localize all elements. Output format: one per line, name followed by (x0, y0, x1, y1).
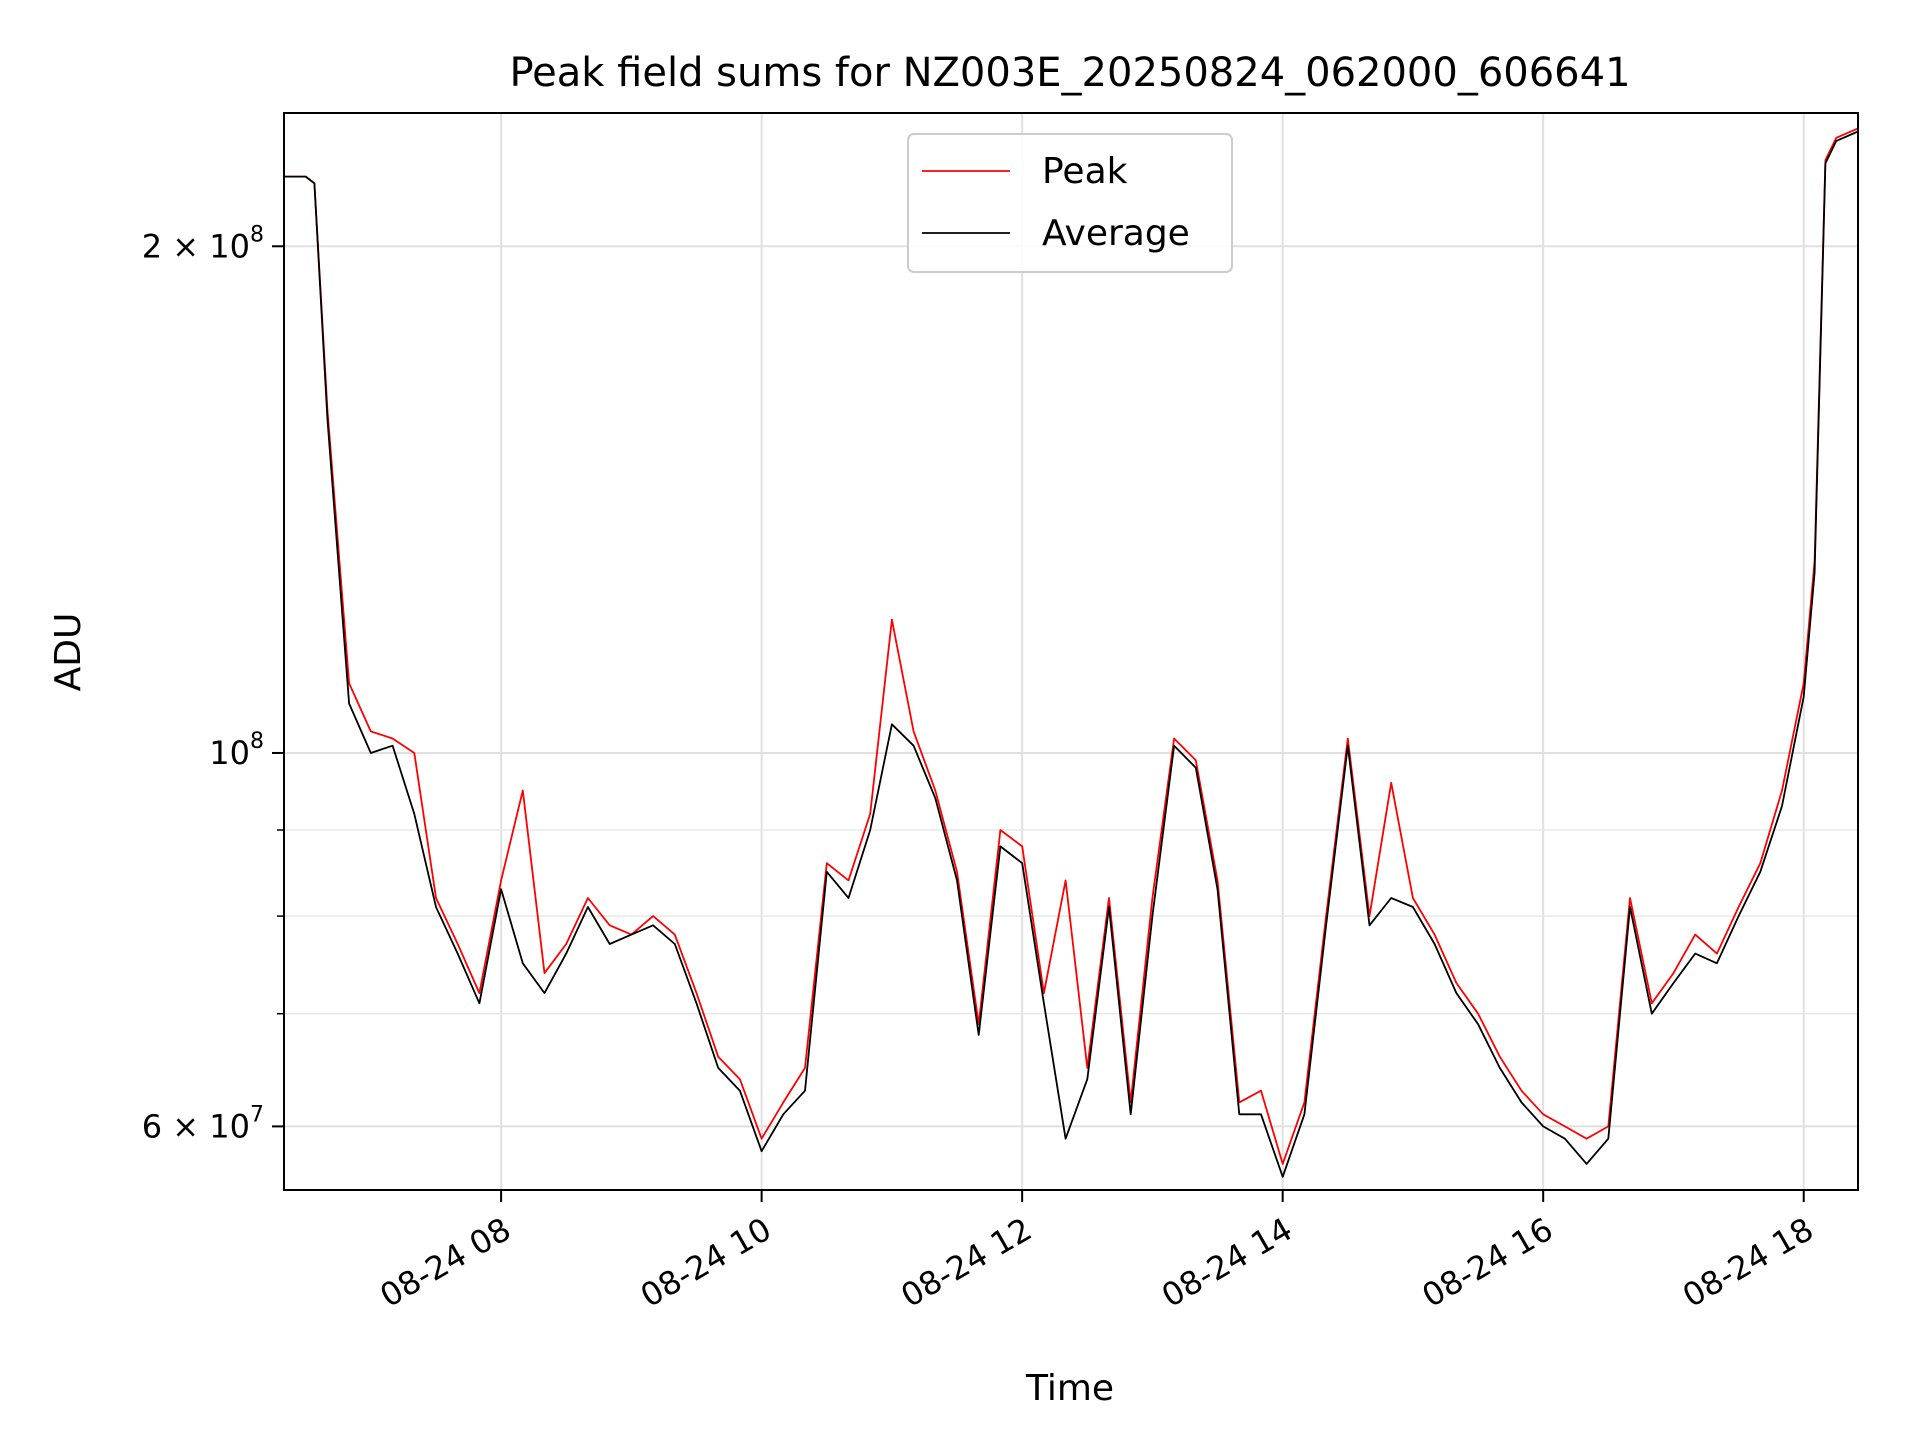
y-tick-label: 6 × 107 (142, 1102, 264, 1145)
x-tick-label: 08-24 12 (895, 1210, 1039, 1315)
x-axis-label: Time (1025, 1368, 1114, 1409)
series-peak (284, 127, 1859, 1165)
y-tick-label: 2 × 108 (142, 222, 264, 265)
x-tick-label: 08-24 10 (634, 1210, 778, 1315)
y-tick-exponent: 8 (250, 222, 264, 247)
x-tick-label: 08-24 08 (374, 1210, 518, 1315)
series-layer (284, 127, 1859, 1178)
legend-label-average: Average (1042, 213, 1190, 254)
chart-title: Peak field sums for NZ003E_20250824_0620… (509, 50, 1630, 96)
grid (284, 113, 1858, 1190)
x-axis: 08-24 08 08-24 10 08-24 12 08-24 14 08-24 16… (374, 1190, 1820, 1315)
y-tick-exponent: 7 (250, 1102, 264, 1127)
y-tick-base: 10 (209, 734, 250, 772)
x-tick-label: 08-24 14 (1155, 1210, 1299, 1315)
series-average (284, 130, 1859, 1178)
y-axis-label: ADU (48, 613, 89, 692)
y-tick-base: 6 × 10 (142, 1107, 250, 1145)
legend: Peak Average (907, 133, 1233, 273)
legend-label-peak: Peak (1042, 151, 1128, 192)
y-tick-label: 108 (209, 729, 264, 772)
y-tick-exponent: 8 (250, 729, 264, 754)
legend-box (907, 133, 1233, 273)
plot-frame (283, 112, 1859, 1191)
x-tick-label: 08-24 16 (1416, 1210, 1560, 1315)
y-tick-base: 2 × 10 (142, 227, 250, 265)
x-tick-label: 08-24 18 (1676, 1210, 1820, 1315)
